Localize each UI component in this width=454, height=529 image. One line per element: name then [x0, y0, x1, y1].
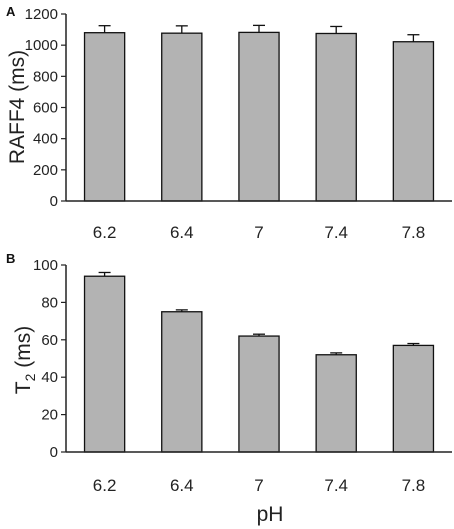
panel-a-categories: 6.2 6.4 7 7.4 7.8: [93, 223, 425, 242]
bar-6.4: [161, 311, 203, 453]
bar-7.8: [392, 41, 435, 202]
category-label: 7.8: [402, 223, 426, 242]
bar-7: [238, 335, 280, 453]
y-tick-label: 40: [41, 369, 58, 386]
panel-a-error-bars: [98, 24, 420, 42]
y-tick-label: 800: [33, 68, 58, 85]
y-tick-label: 80: [41, 294, 58, 311]
bar-6.2: [83, 275, 126, 453]
category-label: 6.4: [170, 476, 194, 495]
y-tick-label: 100: [33, 257, 58, 274]
bar-6.2: [83, 32, 126, 202]
y-tick-label: 400: [33, 131, 58, 148]
panel-a-y-axis-label: RAFF4 (ms): [6, 50, 29, 164]
panel-b-x-axis-label: pH: [257, 503, 284, 526]
y-tick-label: 1000: [25, 37, 58, 54]
panel-a: A 0 200 400 600 800 1000 1200 6.2 6.4 7 7.4 7.8 RA…: [6, 4, 452, 242]
y-tick-label: 60: [41, 332, 58, 349]
panel-b-categories: 6.2 6.4 7 7.4 7.8: [93, 476, 425, 495]
y-tick-label: 600: [33, 100, 58, 117]
bar-7: [238, 31, 280, 202]
panel-b-bars: [83, 275, 435, 453]
panel-a-y-ticks: 0 200 400 600 800 1000 1200: [25, 6, 66, 210]
bar-7.8: [392, 344, 435, 453]
bar-6.4: [161, 32, 203, 202]
panel-a-bars: [83, 31, 435, 202]
bar-7.4: [315, 354, 357, 453]
panel-b-error-bars: [98, 271, 420, 355]
category-label: 7.4: [324, 476, 348, 495]
y-tick-label: 1200: [25, 6, 58, 23]
category-label: 6.2: [93, 476, 117, 495]
y-tick-label: 20: [41, 407, 58, 424]
y-tick-label: 200: [33, 162, 58, 179]
y-tick-label: 0: [50, 444, 58, 461]
bar-7.4: [315, 32, 357, 202]
panel-a-label: A: [6, 4, 16, 19]
category-label: 7: [254, 476, 263, 495]
panel-b-label: B: [6, 251, 15, 266]
panel-b-y-axis-label: T2 (ms): [12, 326, 38, 394]
panel-b: B 0 20 40 60 80 100 6.2 6.4 7 7.4 7.8 T2 (ms) pH: [6, 251, 452, 526]
category-label: 7: [254, 223, 263, 242]
panel-b-y-ticks: 0 20 40 60 80 100: [33, 257, 66, 461]
y-tick-label: 0: [50, 193, 58, 210]
category-label: 6.2: [93, 223, 117, 242]
category-label: 7.4: [324, 223, 348, 242]
category-label: 7.8: [402, 476, 426, 495]
category-label: 6.4: [170, 223, 194, 242]
